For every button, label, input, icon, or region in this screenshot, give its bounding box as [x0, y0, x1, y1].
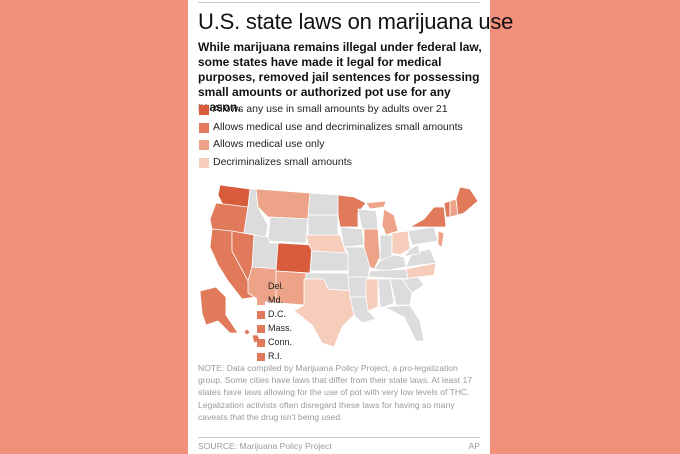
small-state-swatch	[257, 283, 265, 291]
us-map	[199, 185, 479, 348]
legend-swatch	[199, 157, 209, 168]
credit: AP	[468, 441, 480, 451]
small-state-swatch	[257, 311, 265, 319]
legend-label: Allows medical use only	[213, 138, 325, 150]
legend-item-medical-only: Allows medical use only	[198, 138, 482, 156]
state-ar	[347, 276, 369, 298]
legend-label: Allows any use in small amounts by adult…	[213, 103, 448, 115]
state-ny	[409, 206, 447, 228]
small-state-md: Md.	[257, 295, 297, 309]
state-tx	[293, 278, 357, 348]
top-rule	[198, 2, 480, 3]
legend-item-decrim: Decriminalizes small amounts	[198, 156, 482, 174]
small-state-conn: Conn.	[257, 337, 297, 351]
small-state-label: D.C.	[268, 309, 286, 319]
bottom-rule	[198, 437, 480, 438]
state-wv	[403, 244, 421, 258]
small-state-label: Md.	[268, 295, 284, 305]
state-pa	[407, 226, 439, 246]
small-state-label: Conn.	[268, 337, 293, 347]
legend-swatch	[199, 105, 209, 115]
state-me	[455, 186, 479, 216]
source: SOURCE: Marijuana Policy Project	[198, 441, 332, 451]
state-or	[209, 202, 249, 234]
small-state-swatch	[257, 339, 265, 347]
title: U.S. state laws on marijuana use	[198, 9, 514, 34]
small-state-swatch	[257, 325, 265, 333]
state-ms	[365, 278, 379, 312]
legend-item-any-use: Allows any use in small amounts by adult…	[198, 103, 482, 121]
legend-item-medical-decrim: Allows medical use and decriminalizes sm…	[198, 121, 482, 139]
state-ks	[309, 250, 349, 272]
small-state-swatch	[257, 353, 265, 361]
small-state-ri: R.I.	[257, 351, 297, 365]
small-states-legend: Del. Md. D.C. Mass. Conn. R.I.	[257, 281, 297, 365]
state-tn	[367, 268, 411, 280]
state-ak	[199, 286, 239, 334]
legend: Allows any use in small amounts by adult…	[198, 103, 482, 173]
state-co	[275, 242, 313, 274]
state-wy	[267, 216, 309, 244]
small-state-label: Mass.	[268, 323, 293, 333]
state-mn	[337, 194, 367, 228]
legend-label: Decriminalizes small amounts	[213, 155, 352, 168]
small-state-mass: Mass.	[257, 323, 297, 337]
state-oh	[391, 230, 411, 256]
small-state-del: Del.	[257, 281, 297, 295]
legend-label: Allows medical use and decriminalizes sm…	[213, 120, 463, 133]
small-state-label: Del.	[268, 281, 285, 291]
state-nj	[437, 230, 445, 248]
note: NOTE: Data compiled by Marijuana Policy …	[198, 363, 473, 422]
state-nm	[275, 270, 307, 306]
infographic-card: U.S. state laws on marijuana use While m…	[188, 0, 513, 454]
state-mt	[255, 188, 311, 220]
state-al	[377, 278, 395, 308]
subtitle: While marijuana remains illegal under fe…	[198, 40, 482, 114]
small-state-label: R.I.	[268, 351, 283, 361]
small-state-dc: D.C.	[257, 309, 297, 323]
legend-swatch	[199, 122, 209, 133]
state-wi	[357, 208, 379, 230]
state-fl	[383, 304, 425, 342]
state-nd	[307, 192, 339, 216]
legend-swatch	[199, 140, 209, 150]
state-ia	[339, 226, 365, 248]
small-state-swatch	[257, 297, 265, 305]
state-ne	[305, 234, 347, 254]
state-sd	[307, 214, 339, 236]
